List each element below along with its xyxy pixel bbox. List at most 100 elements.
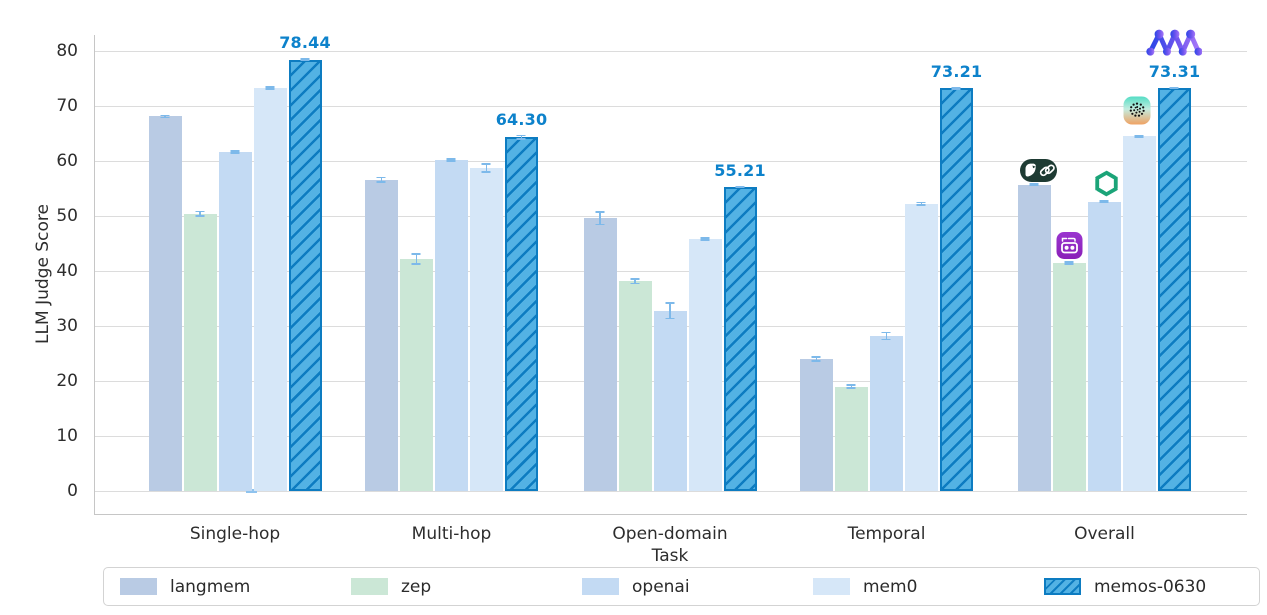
- y-tick-label: 10: [56, 425, 78, 446]
- error-cap: [665, 301, 675, 304]
- error-cap: [700, 237, 710, 240]
- error-cap: [630, 282, 640, 285]
- bar-memos-0630-open-domain: [723, 187, 757, 491]
- legend-label-openai: openai: [632, 576, 690, 597]
- error-bar: [811, 356, 821, 362]
- error-cap: [411, 263, 421, 265]
- x-tick-label-overall: Overall: [1074, 524, 1135, 544]
- error-cap: [446, 159, 456, 162]
- error-bar: [630, 278, 640, 285]
- legend-item-zep: zep: [335, 577, 566, 597]
- y-tick-label: 50: [56, 205, 78, 226]
- error-cap: [265, 85, 275, 88]
- legend-item-memos-0630: memos-0630: [1028, 577, 1259, 597]
- bar-mem0-open-domain: [688, 239, 722, 491]
- error-cap: [811, 359, 821, 362]
- bar-value-label: 55.21: [714, 161, 766, 181]
- bar-zep-temporal: [835, 386, 868, 491]
- error-cap: [411, 252, 421, 255]
- bar-memos-0630-single-hop: [288, 59, 322, 491]
- error-cap: [1099, 200, 1109, 202]
- error-bar: [735, 186, 745, 189]
- bar-memos-0630-overall: [1158, 87, 1191, 491]
- bar-openai-single-hop: [218, 151, 252, 491]
- error-cap: [265, 87, 275, 90]
- error-bar: [516, 134, 526, 141]
- error-cap: [700, 238, 710, 241]
- error-cap: [951, 88, 961, 90]
- bar-value-label: 78.44: [279, 33, 331, 53]
- y-tick-label: 20: [56, 370, 78, 391]
- gridline: [95, 491, 1247, 492]
- bar-openai-temporal: [870, 335, 903, 491]
- error-bar: [665, 301, 675, 320]
- error-cap: [376, 180, 386, 183]
- bar-langmem-open-domain: [583, 218, 617, 491]
- gridline: [95, 271, 1247, 272]
- error-cap: [516, 134, 526, 137]
- error-bar: [1029, 183, 1039, 187]
- error-cap: [1099, 201, 1109, 204]
- bar-memos-0630-temporal: [940, 88, 973, 491]
- bar-mem0-single-hop: [253, 87, 287, 491]
- error-bar: [881, 331, 891, 341]
- error-cap: [811, 356, 821, 359]
- error-bar: [846, 384, 856, 389]
- error-cap: [595, 211, 605, 213]
- x-axis-spine: [94, 513, 1247, 515]
- error-cap: [481, 171, 491, 173]
- error-cap: [846, 387, 856, 389]
- error-cap: [1064, 261, 1074, 264]
- error-cap: [1134, 135, 1144, 138]
- legend-label-mem0: mem0: [863, 576, 918, 597]
- legend-item-openai: openai: [566, 577, 797, 597]
- x-tick-label-multi-hop: Multi-hop: [411, 524, 492, 544]
- bar-mem0-multi-hop: [470, 168, 503, 491]
- error-cap: [595, 223, 605, 226]
- error-cap: [300, 58, 310, 61]
- bar-value-label: 73.31: [1148, 61, 1201, 81]
- gridline: [95, 216, 1247, 217]
- error-cap: [230, 151, 240, 154]
- error-bar: [481, 163, 491, 173]
- error-cap: [160, 114, 170, 117]
- x-tick-label-open-domain: Open-domain: [612, 524, 728, 544]
- bar-openai-multi-hop: [435, 159, 468, 491]
- error-cap: [881, 338, 891, 341]
- error-bar: [1134, 134, 1144, 138]
- y-tick-label: 80: [56, 40, 78, 61]
- legend-label-langmem: langmem: [170, 576, 251, 597]
- error-bar: [265, 85, 275, 90]
- mem0-dotted-sphere-icon: [1123, 96, 1151, 129]
- langchain-parrot-chain-icon: [1020, 159, 1057, 186]
- error-cap: [160, 116, 170, 119]
- x-tick-label-temporal: Temporal: [847, 524, 926, 544]
- legend-swatch-memos-0630: [1044, 578, 1081, 595]
- openai-logo-icon: [1092, 169, 1121, 202]
- bar-langmem-temporal: [800, 359, 833, 491]
- gridline: [95, 51, 1247, 52]
- error-cap: [481, 163, 491, 166]
- error-cap: [1029, 183, 1039, 185]
- y-tick-label: 70: [56, 95, 78, 116]
- legend-swatch-zep: [351, 578, 388, 595]
- error-cap: [916, 204, 926, 207]
- legend-item-langmem: langmem: [104, 577, 335, 597]
- error-cap: [1169, 87, 1179, 89]
- bar-langmem-overall: [1018, 184, 1051, 491]
- error-cap: [516, 138, 526, 141]
- error-bar: [916, 201, 926, 207]
- bar-mem0-temporal: [905, 203, 938, 491]
- gridline: [95, 161, 1247, 162]
- legend-label-memos-0630: memos-0630: [1094, 576, 1207, 597]
- legend-swatch-mem0: [813, 578, 850, 595]
- legend-label-zep: zep: [401, 576, 432, 597]
- bar-memos-0630-multi-hop: [505, 137, 538, 491]
- error-cap: [376, 176, 386, 179]
- error-bar: [595, 211, 605, 226]
- y-tick-label: 40: [56, 260, 78, 281]
- error-cap: [735, 186, 745, 189]
- error-cap: [916, 201, 926, 204]
- error-cap: [1064, 263, 1074, 266]
